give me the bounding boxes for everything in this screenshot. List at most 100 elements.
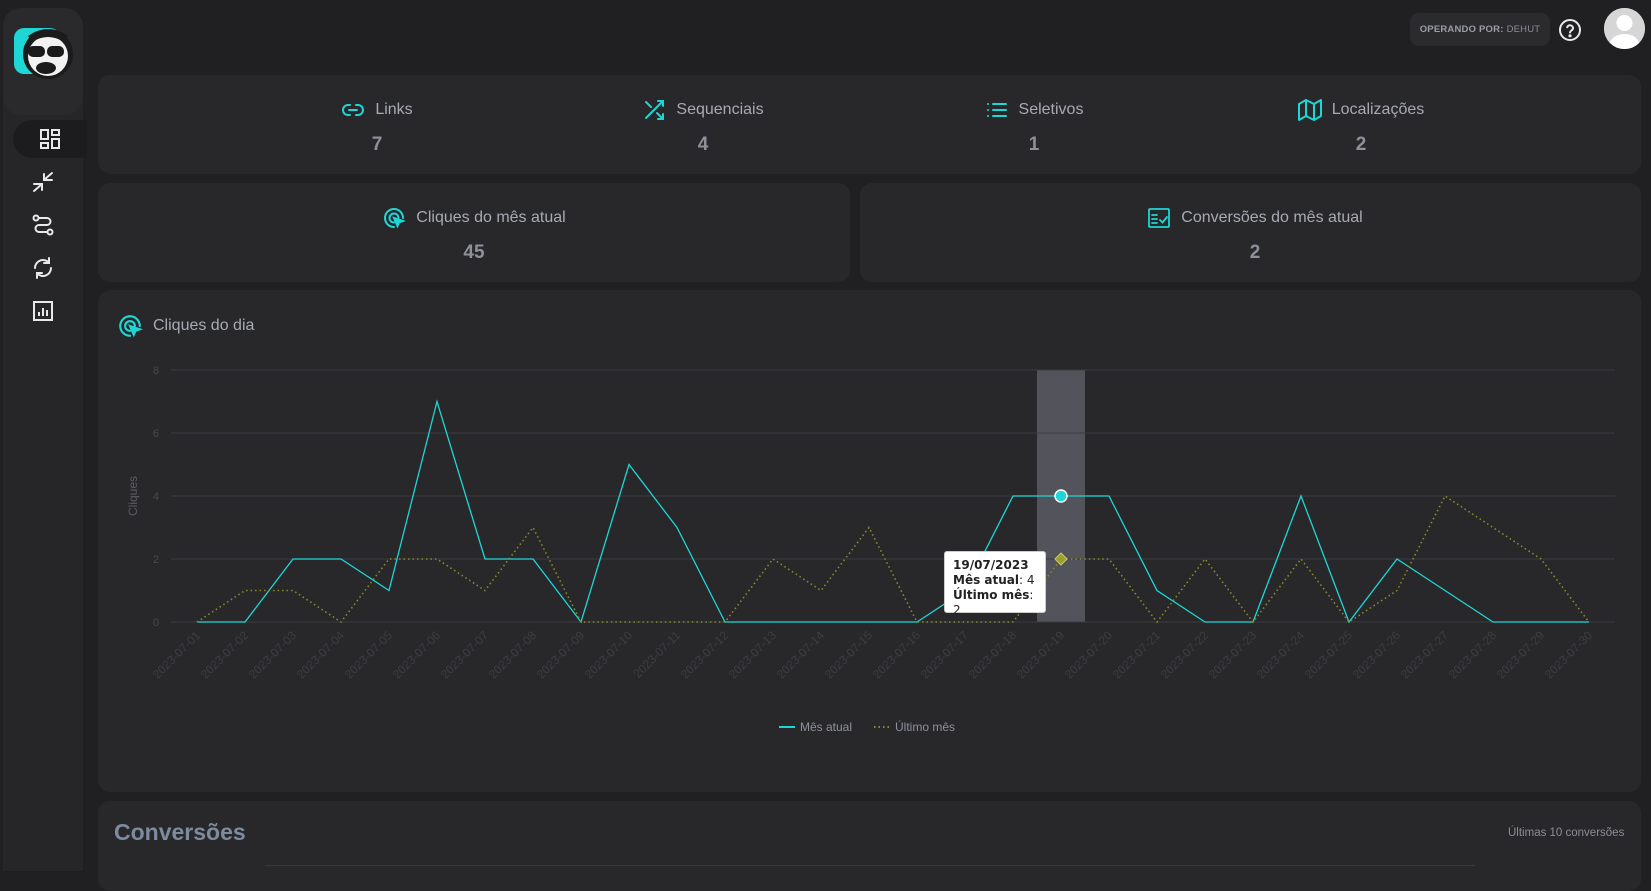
stat-sequenciais[interactable]: Sequenciais 4	[578, 98, 828, 156]
dashboard-icon	[40, 129, 60, 149]
x-tick-label: 2023-07-23	[1206, 628, 1260, 682]
x-tick-label: 2023-07-25	[1302, 628, 1356, 682]
tooltip-last-value: 2	[953, 603, 961, 617]
map-icon	[1297, 99, 1322, 121]
x-tick-label: 2023-07-16	[870, 628, 924, 682]
x-tick-label: 2023-07-21	[1110, 628, 1164, 682]
conversions-card	[98, 801, 1641, 891]
stat-conversoes-mes-value: 2	[1249, 242, 1261, 263]
x-tick-label: 2023-07-29	[1494, 628, 1548, 682]
tooltip-current-value: 4	[1026, 573, 1035, 587]
tooltip-current-label: Mês atual	[953, 573, 1019, 587]
conversions-month-card: Conversões do mês atual 2	[860, 183, 1641, 282]
current-point-marker	[1054, 489, 1068, 503]
operator-badge: OPERANDO POR: DEHUT	[1410, 13, 1550, 46]
x-tick-label: 2023-07-09	[534, 628, 588, 682]
nav-compress[interactable]	[13, 163, 73, 201]
tooltip-current: Mês atual: 4	[953, 573, 1035, 587]
conversions-title: Conversões	[114, 819, 246, 845]
x-tick-label: 2023-07-03	[246, 628, 300, 682]
route-icon	[32, 214, 54, 236]
daily-clicks-chart[interactable]: 02468Cliques2023-07-012023-07-022023-07-…	[97, 350, 1637, 750]
cursor-click-icon	[384, 208, 407, 229]
stat-links[interactable]: Links 7	[252, 98, 502, 156]
operator-name: DEHUT	[1506, 24, 1541, 35]
monkey-logo-icon[interactable]	[14, 24, 76, 86]
shuffle-icon	[645, 100, 665, 120]
nav-reports[interactable]	[13, 292, 73, 330]
x-tick-label: 2023-07-18	[966, 628, 1020, 682]
y-tick-label: 4	[153, 491, 159, 503]
stat-localizacoes-value: 2	[1355, 134, 1367, 155]
x-tick-label: 2023-07-11	[630, 628, 683, 681]
x-tick-label: 2023-07-15	[822, 628, 876, 682]
user-avatar[interactable]	[1604, 8, 1645, 49]
stat-sequenciais-value: 4	[697, 134, 709, 155]
x-tick-label: 2023-07-27	[1398, 628, 1452, 682]
x-tick-label: 2023-07-24	[1254, 628, 1308, 682]
stat-conversoes-mes[interactable]: Conversões do mês atual 2	[1105, 206, 1405, 264]
x-tick-label: 2023-07-06	[390, 628, 444, 682]
help-icon[interactable]	[1558, 18, 1582, 42]
x-tick-label: 2023-07-14	[774, 628, 828, 682]
user-silhouette-icon	[1604, 8, 1645, 49]
stat-links-value: 7	[371, 134, 383, 155]
report-chart-icon	[33, 301, 53, 321]
tooltip-last-label: Último mês	[953, 588, 1030, 602]
x-tick-label: 2023-07-28	[1446, 628, 1500, 682]
series-line-last	[196, 494, 1590, 624]
cursor-click-icon	[119, 315, 143, 338]
x-tick-label: 2023-07-01	[150, 628, 204, 682]
stat-cliques-mes-value: 45	[463, 242, 485, 263]
x-tick-label: 2023-07-22	[1158, 628, 1212, 682]
x-tick-label: 2023-07-05	[342, 628, 396, 682]
stat-conversoes-mes-label: Conversões do mês atual	[1181, 209, 1363, 226]
x-tick-label: 2023-07-07	[438, 628, 492, 682]
last-point-marker	[1054, 552, 1068, 566]
nav-dashboard[interactable]	[13, 120, 87, 158]
chart-title: Cliques do dia	[117, 313, 254, 339]
y-tick-label: 8	[153, 365, 159, 377]
operator-label: OPERANDO POR:	[1419, 24, 1504, 35]
stat-localizacoes-label: Localizações	[1331, 101, 1425, 118]
nav-routes[interactable]	[13, 206, 73, 244]
summary-card: Links 7 Sequenciais 4 Seletivos 1 Locali…	[98, 75, 1641, 174]
stat-cliques-mes-label: Cliques do mês atual	[416, 209, 566, 226]
sidebar	[3, 8, 87, 871]
x-tick-label: 2023-07-30	[1542, 628, 1596, 682]
x-tick-label: 2023-07-10	[582, 628, 636, 682]
x-tick-label: 2023-07-26	[1350, 628, 1404, 682]
x-tick-label: 2023-07-19	[1014, 628, 1068, 682]
compress-arrows-icon	[33, 172, 53, 192]
y-axis-label: Cliques	[126, 476, 140, 516]
stat-sequenciais-label: Sequenciais	[676, 101, 764, 118]
series-line-current	[197, 399, 1589, 624]
y-tick-label: 6	[153, 428, 159, 440]
legend-label-current: Mês atual	[800, 720, 852, 734]
stat-seletivos[interactable]: Seletivos 1	[909, 98, 1159, 156]
conversions-divider	[265, 865, 1475, 866]
tooltip-date: 19/07/2023	[953, 558, 1029, 572]
stat-seletivos-label: Seletivos	[1018, 101, 1084, 118]
logo-container	[3, 8, 83, 115]
x-tick-label: 2023-07-02	[198, 628, 252, 682]
list-icon	[986, 103, 1007, 117]
stat-links-label: Links	[375, 101, 413, 118]
stat-seletivos-value: 1	[1028, 134, 1040, 155]
conversions-subtitle: Últimas 10 conversões	[1508, 827, 1625, 839]
link-icon	[342, 104, 365, 116]
y-tick-label: 2	[153, 554, 159, 566]
stat-localizacoes[interactable]: Localizações 2	[1236, 98, 1486, 156]
tooltip-last: Último mês: 2	[953, 588, 1034, 617]
legend-label-last: Último mês	[895, 719, 955, 734]
checklist-icon	[1148, 208, 1171, 228]
chart-tooltip: 19/07/2023 Mês atual: 4 Último mês: 2	[944, 551, 1046, 617]
y-tick-label: 0	[153, 617, 159, 629]
stat-cliques-mes[interactable]: Cliques do mês atual 45	[339, 206, 609, 264]
x-tick-label: 2023-07-17	[918, 628, 972, 682]
x-tick-label: 2023-07-04	[294, 628, 348, 682]
x-tick-label: 2023-07-08	[486, 628, 540, 682]
x-tick-label: 2023-07-12	[678, 628, 732, 682]
sync-icon	[34, 257, 52, 279]
nav-sync[interactable]	[13, 249, 73, 287]
